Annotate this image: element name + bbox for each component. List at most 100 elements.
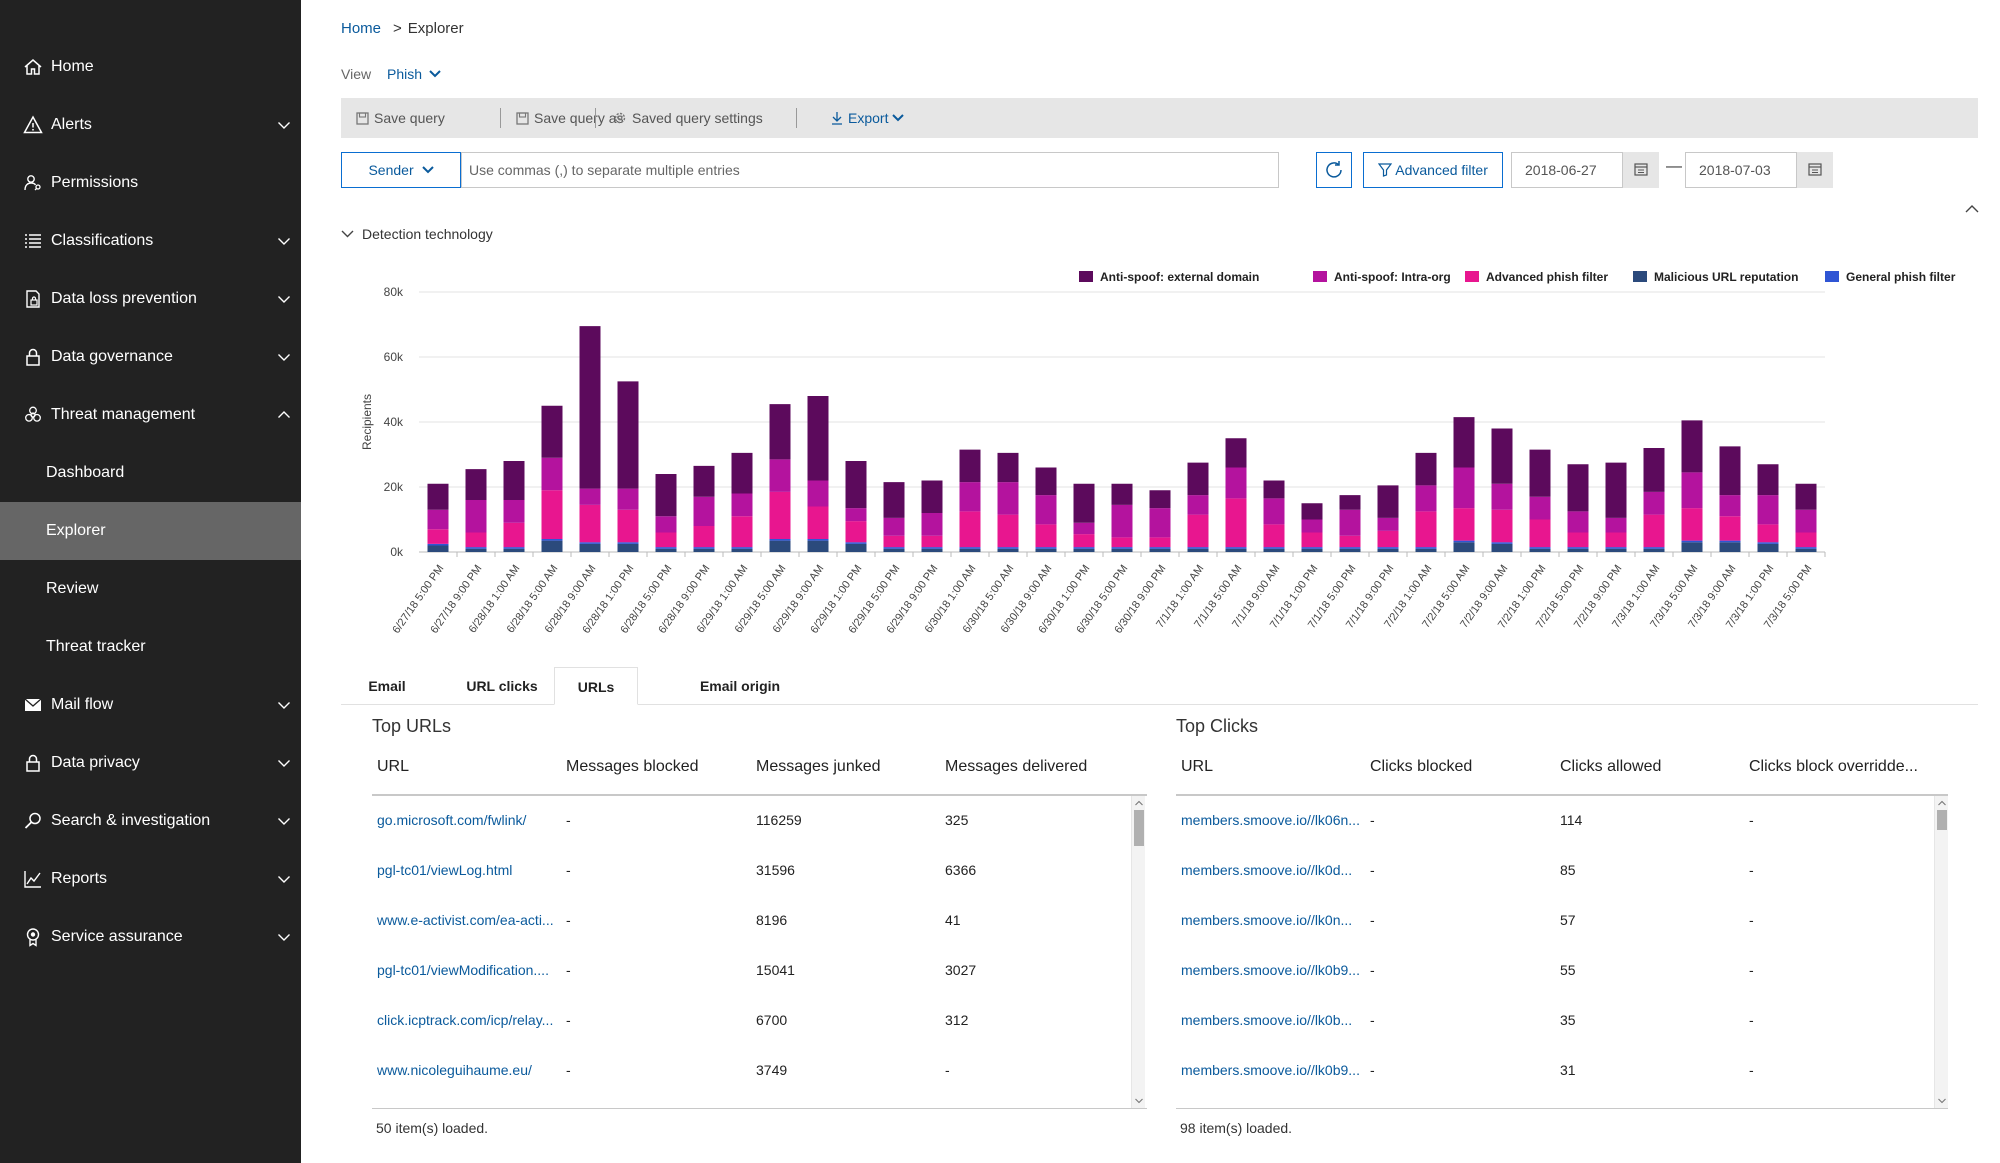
sidebar-item-permissions[interactable]: Permissions: [0, 154, 301, 212]
sidebar-item-mail-flow[interactable]: Mail flow: [0, 676, 301, 734]
export-button[interactable]: Export: [831, 110, 909, 126]
table-cell: 116259: [756, 812, 802, 828]
search-input[interactable]: Use commas (,) to separate multiple entr…: [461, 152, 1279, 188]
table-row[interactable]: members.smoove.io//lk0b9... -55-: [1176, 946, 1934, 996]
bar-segment: [769, 539, 791, 541]
bar-segment: [1149, 490, 1171, 509]
column-header[interactable]: Messages delivered: [945, 758, 1088, 775]
sidebar-item-threat-management[interactable]: Threat management: [0, 386, 301, 444]
table-cell: 55: [1560, 962, 1576, 978]
collapse-chart-button[interactable]: [1965, 204, 1979, 214]
bar-segment: [883, 547, 905, 549]
sidebar-item-service-assurance[interactable]: Service assurance: [0, 908, 301, 966]
table-row[interactable]: pgl-tc01/viewLog.html - 31596 6366: [372, 846, 1131, 896]
table-row[interactable]: members.smoove.io//lk06n... -114-: [1176, 796, 1934, 846]
sidebar-item-data-governance[interactable]: Data governance: [0, 328, 301, 386]
url-link[interactable]: pgl-tc01/viewModification....: [377, 962, 549, 978]
saved-query-settings-button[interactable]: Saved query settings: [613, 110, 763, 126]
bar-segment: [1681, 542, 1703, 552]
bar-segment: [1567, 511, 1589, 533]
bar-segment: [997, 482, 1019, 515]
sidebar-item-explorer[interactable]: Explorer: [0, 502, 301, 560]
sidebar-item-dashboard[interactable]: Dashboard: [0, 444, 301, 502]
tab-email[interactable]: Email: [368, 678, 406, 694]
bar-segment: [1453, 542, 1475, 552]
sidebar-item-data-privacy[interactable]: Data privacy: [0, 734, 301, 792]
bar-segment: [1263, 498, 1285, 525]
column-header[interactable]: Clicks blocked: [1370, 758, 1473, 775]
bar-segment: [959, 449, 981, 483]
view-dropdown[interactable]: Phish: [387, 66, 441, 82]
url-link[interactable]: members.smoove.io//lk0b9...: [1181, 1062, 1360, 1078]
url-link[interactable]: members.smoove.io//lk06n...: [1181, 812, 1360, 828]
sidebar-item-alerts[interactable]: Alerts: [0, 96, 301, 154]
bar-segment: [1301, 547, 1323, 549]
table-row[interactable]: pgl-tc01/viewModification.... - 15041 3027: [372, 946, 1131, 996]
table-row[interactable]: members.smoove.io//lk0n... - 57 -: [1176, 896, 1934, 946]
table-row[interactable]: www.e-activist.com/ea-acti... - 8196 41: [372, 896, 1131, 946]
table-row[interactable]: members.smoove.io//lk0b... - 35 -: [1176, 996, 1934, 1046]
sidebar-item-classifications[interactable]: Classifications: [0, 212, 301, 270]
start-date-calendar-button[interactable]: [1623, 152, 1659, 188]
bar-segment: [1377, 485, 1399, 518]
download-icon: [832, 112, 842, 125]
sidebar-item-search-investigation[interactable]: Search & investigation: [0, 792, 301, 850]
tab-url-clicks[interactable]: URL clicks: [466, 678, 538, 694]
bar-segment: [503, 548, 525, 552]
table-row[interactable]: members.smoove.io//lk0d... - 85 -: [1176, 846, 1934, 896]
detection-technology-toggle[interactable]: Detection technology: [341, 226, 493, 242]
url-link[interactable]: click.icptrack.com/icp/relay...: [377, 1012, 554, 1028]
bar-segment: [427, 545, 449, 552]
column-header[interactable]: Messages junked: [756, 758, 881, 775]
breadcrumb-home-link[interactable]: Home: [341, 20, 382, 37]
start-date-field[interactable]: 2018-06-27: [1511, 152, 1623, 188]
scroll-thumb[interactable]: [1134, 810, 1144, 846]
url-link[interactable]: members.smoove.io//lk0b9...: [1181, 962, 1360, 978]
sidebar-item-data-loss-prevention[interactable]: Data loss prevention: [0, 270, 301, 328]
table-row[interactable]: go.microsoft.com/fwlink/ - 116259 325: [372, 796, 1131, 846]
tab-email-origin[interactable]: Email origin: [699, 678, 781, 694]
sidebar-item-home[interactable]: Home: [0, 38, 301, 96]
advanced-filter-button[interactable]: Advanced filter: [1363, 152, 1503, 188]
url-link[interactable]: pgl-tc01/viewLog.html: [377, 862, 513, 878]
scroll-up-icon[interactable]: [1132, 798, 1146, 808]
scroll-down-icon[interactable]: [1132, 1096, 1146, 1106]
url-link[interactable]: go.microsoft.com/fwlink/: [377, 812, 527, 828]
sidebar-item-reports[interactable]: Reports: [0, 850, 301, 908]
bar-segment: [1073, 522, 1095, 535]
save-query-button[interactable]: Save query: [356, 110, 445, 126]
url-link[interactable]: members.smoove.io//lk0n...: [1181, 912, 1353, 928]
chevron-down-icon: [421, 166, 434, 174]
tab-urls[interactable]: URLs: [554, 667, 638, 705]
sidebar-item-threat-tracker[interactable]: Threat tracker: [0, 618, 301, 676]
bar-segment: [579, 326, 601, 489]
bar-segment: [921, 513, 943, 536]
column-header[interactable]: Messages blocked: [566, 758, 699, 775]
vertical-scrollbar[interactable]: [1131, 796, 1145, 1108]
column-header[interactable]: URL: [377, 758, 410, 775]
url-link[interactable]: www.e-activist.com/ea-acti...: [377, 912, 554, 928]
column-header[interactable]: URL: [1181, 758, 1214, 775]
end-date-field[interactable]: 2018-07-03: [1685, 152, 1797, 188]
url-link[interactable]: www.nicoleguihaume.eu/: [377, 1062, 532, 1078]
sender-dropdown[interactable]: Sender: [341, 152, 461, 188]
scroll-down-icon[interactable]: [1935, 1096, 1949, 1106]
bar-segment: [1757, 542, 1779, 544]
table-row[interactable]: click.icptrack.com/icp/relay... - 6700 312: [372, 996, 1131, 1046]
refresh-button[interactable]: [1316, 152, 1352, 188]
url-link[interactable]: members.smoove.io//lk0b...: [1181, 1012, 1353, 1028]
end-date-calendar-button[interactable]: [1797, 152, 1833, 188]
column-header[interactable]: Clicks block overridde...: [1749, 758, 1918, 775]
y-tick-label: 60k: [384, 350, 404, 364]
scroll-up-icon[interactable]: [1935, 798, 1949, 808]
bar-segment: [1377, 517, 1399, 531]
url-link[interactable]: members.smoove.io//lk0d...: [1181, 862, 1353, 878]
bar-segment: [1681, 472, 1703, 509]
sidebar-item-review[interactable]: Review: [0, 560, 301, 618]
vertical-scrollbar[interactable]: [1934, 796, 1948, 1108]
save-query-as-button[interactable]: Save query as: [516, 110, 624, 126]
table-row[interactable]: www.nicoleguihaume.eu/ - 3749 -: [372, 1046, 1131, 1096]
table-row[interactable]: members.smoove.io//lk0b9... -31-: [1176, 1046, 1934, 1096]
scroll-thumb[interactable]: [1937, 810, 1947, 830]
column-header[interactable]: Clicks allowed: [1560, 758, 1662, 775]
